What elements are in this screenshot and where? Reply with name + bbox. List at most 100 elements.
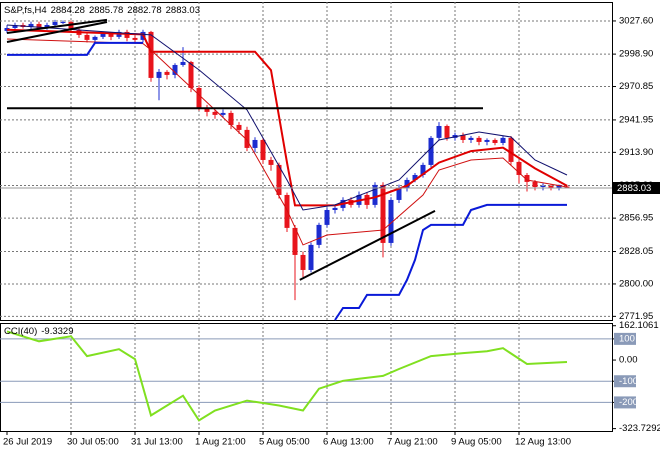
candle-body — [372, 184, 378, 205]
indicator-line — [6, 24, 568, 211]
candle-body — [524, 174, 530, 182]
candle-body — [28, 23, 34, 27]
candle-body — [52, 21, 58, 25]
candle-body — [492, 139, 498, 143]
x-tick-label: 6 Aug 13:00 — [323, 437, 374, 448]
y-tick-label: -200 — [619, 397, 638, 408]
candle-body — [84, 34, 90, 40]
candle-body — [268, 159, 274, 165]
indicator-header: CCI(40) -9.3329 — [4, 326, 74, 337]
x-tick-label: 9 Aug 05:00 — [451, 437, 502, 448]
last-open: 2884.28 — [51, 5, 85, 16]
candle-body — [276, 164, 282, 195]
candle-body — [180, 61, 186, 65]
candle-body — [428, 137, 434, 165]
candle-body — [188, 61, 194, 88]
y-tick-label: 0.00 — [619, 355, 638, 366]
candle-body — [404, 179, 410, 188]
last-low: 2882.78 — [127, 5, 161, 16]
candle-body — [68, 21, 74, 30]
candle-body — [508, 137, 514, 162]
candle-body — [172, 64, 178, 75]
candle-body — [516, 161, 522, 175]
indicator-line — [6, 38, 568, 246]
candle-body — [564, 186, 570, 189]
y-tick-label: -323.7292 — [619, 423, 660, 434]
price-tag-label: 2883.03 — [617, 183, 651, 194]
candle-body — [460, 135, 466, 140]
candle-body — [388, 199, 394, 243]
y-tick-label: 2771.95 — [619, 311, 653, 322]
candle-body — [532, 181, 538, 187]
y-tick-label: 2913.90 — [619, 147, 653, 158]
candle-body — [228, 112, 234, 125]
level-tag — [614, 396, 636, 409]
y-tick-label: 162.1061 — [619, 320, 659, 331]
candle-body — [540, 185, 546, 187]
candle-body — [300, 254, 306, 270]
candle-body — [236, 124, 242, 130]
candle-body — [148, 31, 154, 78]
price-tag — [613, 182, 660, 195]
x-tick-label: 30 Jul 05:00 — [67, 437, 119, 448]
candle-body — [468, 137, 474, 140]
candle-body — [332, 207, 338, 210]
chart-header: S&P,fs,H4 2884.28 2885.78 2882.78 2883.03 — [4, 5, 200, 16]
x-tick-label: 26 Jul 2019 — [3, 437, 52, 448]
y-tick-label: 2828.05 — [619, 246, 653, 257]
x-tick-label: 1 Aug 21:00 — [195, 437, 246, 448]
candle-body — [556, 184, 562, 188]
candle-body — [396, 187, 402, 200]
panel-frame — [0, 2, 613, 321]
candle-body — [220, 112, 226, 115]
candle-body — [484, 139, 490, 142]
y-tick-label: -100 — [619, 376, 638, 387]
y-tick-label: 100 — [619, 333, 635, 344]
y-tick-label: 2800.00 — [619, 278, 653, 289]
indicator-line — [7, 41, 567, 321]
candle-body — [164, 71, 170, 75]
candle-body — [308, 244, 314, 270]
candle-body — [60, 21, 66, 23]
y-tick-label: 2941.95 — [619, 114, 653, 125]
level-tag — [614, 375, 636, 388]
candle-body — [100, 33, 106, 37]
x-tick-label: 12 Aug 13:00 — [515, 437, 571, 448]
candle-body — [500, 137, 506, 143]
candle-body — [364, 194, 370, 205]
last-high: 2885.78 — [89, 5, 123, 16]
candle-body — [156, 71, 162, 78]
candle-body — [412, 174, 418, 180]
y-tick-label: 2998.90 — [619, 49, 653, 60]
indicator-line — [6, 21, 108, 43]
candle-body — [380, 184, 386, 243]
candle-body — [476, 137, 482, 142]
indicator-line — [6, 330, 568, 422]
candle-body — [12, 24, 18, 28]
candle-body — [324, 209, 330, 225]
y-tick-label: 3027.60 — [619, 15, 653, 26]
candle-body — [92, 36, 98, 40]
candle-body — [124, 31, 130, 38]
candle-body — [316, 224, 322, 245]
candle-body — [284, 194, 290, 228]
candle-body — [260, 139, 266, 160]
x-tick-label: 31 Jul 13:00 — [131, 437, 183, 448]
candle-body — [4, 27, 10, 31]
candle-body — [252, 139, 258, 148]
candle-body — [204, 107, 210, 112]
candle-body — [108, 33, 114, 37]
candle-body — [244, 129, 250, 148]
candle-body — [36, 23, 42, 28]
level-tag — [614, 332, 636, 345]
x-tick-label: 5 Aug 05:00 — [259, 437, 310, 448]
candle-body — [420, 164, 426, 175]
candle-body — [132, 37, 138, 40]
symbol: S&P,fs,H4 — [4, 5, 47, 16]
last-close: 2883.03 — [166, 5, 200, 16]
y-tick-label: 2856.95 — [619, 213, 653, 224]
candle-body — [436, 125, 442, 138]
